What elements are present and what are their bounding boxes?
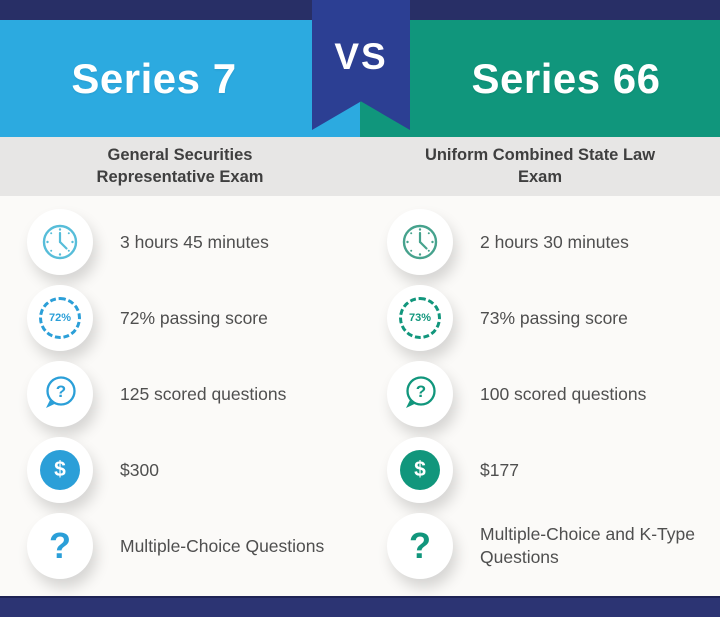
subtitle-band: General Securities Representative Exam U… — [0, 137, 720, 196]
series66-passing-score-row: 73% 73% passing score — [360, 280, 720, 356]
series66-question-type-text: Multiple-Choice and K-Type Questions — [480, 524, 695, 567]
left-exam-subtitle: General Securities Representative Exam — [0, 137, 360, 196]
passing-score-badge-value: 73% — [408, 312, 432, 324]
series66-cost-row: $ $177 — [360, 432, 720, 508]
series7-passing-score-row: 72% 72% passing score — [0, 280, 360, 356]
left-exam-title: Series 7 — [71, 54, 237, 102]
series66-passing-score-text: 73% passing score — [480, 307, 628, 328]
passing-score-badge-value: 72% — [48, 312, 72, 324]
icon-circle — [27, 209, 93, 275]
icon-circle: ? — [27, 513, 93, 579]
question-mark-icon: ? — [409, 525, 431, 566]
series7-question-type-text: Multiple-Choice Questions — [120, 535, 325, 556]
question-bubble-icon: ? — [399, 373, 441, 415]
dollar-icon: $ — [40, 450, 80, 490]
vs-label: VS — [334, 36, 388, 77]
series66-duration-row: 2 hours 30 minutes — [360, 204, 720, 280]
series66-cost-text: $177 — [480, 459, 519, 480]
icon-circle: 72% — [27, 285, 93, 351]
series66-column: 2 hours 30 minutes 73% 73% passing score — [360, 196, 720, 597]
series7-question-type-row: ? Multiple-Choice Questions — [0, 508, 360, 584]
series7-questions-count-text: 125 scored questions — [120, 383, 287, 404]
bottom-accent-bar — [0, 596, 720, 617]
question-mark-icon: ? — [49, 525, 71, 566]
left-header: Series 7 — [0, 20, 360, 137]
right-subtitle-line1: Uniform Combined State Law — [424, 146, 656, 165]
right-exam-title: Series 66 — [471, 54, 661, 102]
series7-cost-text: $300 — [120, 459, 159, 480]
series7-cost-row: $ $300 — [0, 432, 360, 508]
icon-circle: 73% — [387, 285, 453, 351]
left-subtitle-line1: General Securities — [107, 146, 253, 165]
icon-circle: $ — [387, 437, 453, 503]
passing-score-icon: 72% — [39, 297, 81, 339]
series66-question-type-row: ? Multiple-Choice and K-Type Questions — [360, 508, 720, 584]
series66-questions-count-row: ? 100 scored questions — [360, 356, 720, 432]
series7-duration-row: 3 hours 45 minutes — [0, 204, 360, 280]
dollar-icon: $ — [400, 450, 440, 490]
series7-column: 3 hours 45 minutes 72% 72% passing score — [0, 196, 360, 597]
icon-circle: $ — [27, 437, 93, 503]
icon-circle: ? — [27, 361, 93, 427]
clock-icon — [399, 221, 441, 263]
svg-text:?: ? — [56, 382, 66, 401]
right-exam-subtitle: Uniform Combined State Law Exam — [360, 137, 720, 196]
series7-passing-score-text: 72% passing score — [120, 307, 268, 328]
icon-circle: ? — [387, 513, 453, 579]
clock-icon — [39, 221, 81, 263]
right-header: Series 66 — [360, 20, 720, 137]
series7-duration-text: 3 hours 45 minutes — [120, 231, 269, 252]
icon-circle: ? — [387, 361, 453, 427]
series66-duration-text: 2 hours 30 minutes — [480, 231, 629, 252]
passing-score-icon: 73% — [399, 297, 441, 339]
right-subtitle-line2: Exam — [517, 167, 563, 186]
series7-questions-count-row: ? 125 scored questions — [0, 356, 360, 432]
question-bubble-icon: ? — [39, 373, 81, 415]
icon-circle — [387, 209, 453, 275]
series66-questions-count-text: 100 scored questions — [480, 383, 647, 404]
vs-ribbon: VS — [312, 0, 410, 130]
comparison-body: 3 hours 45 minutes 72% 72% passing score — [0, 196, 720, 597]
svg-text:?: ? — [416, 382, 426, 401]
left-subtitle-line2: Representative Exam — [96, 167, 264, 186]
